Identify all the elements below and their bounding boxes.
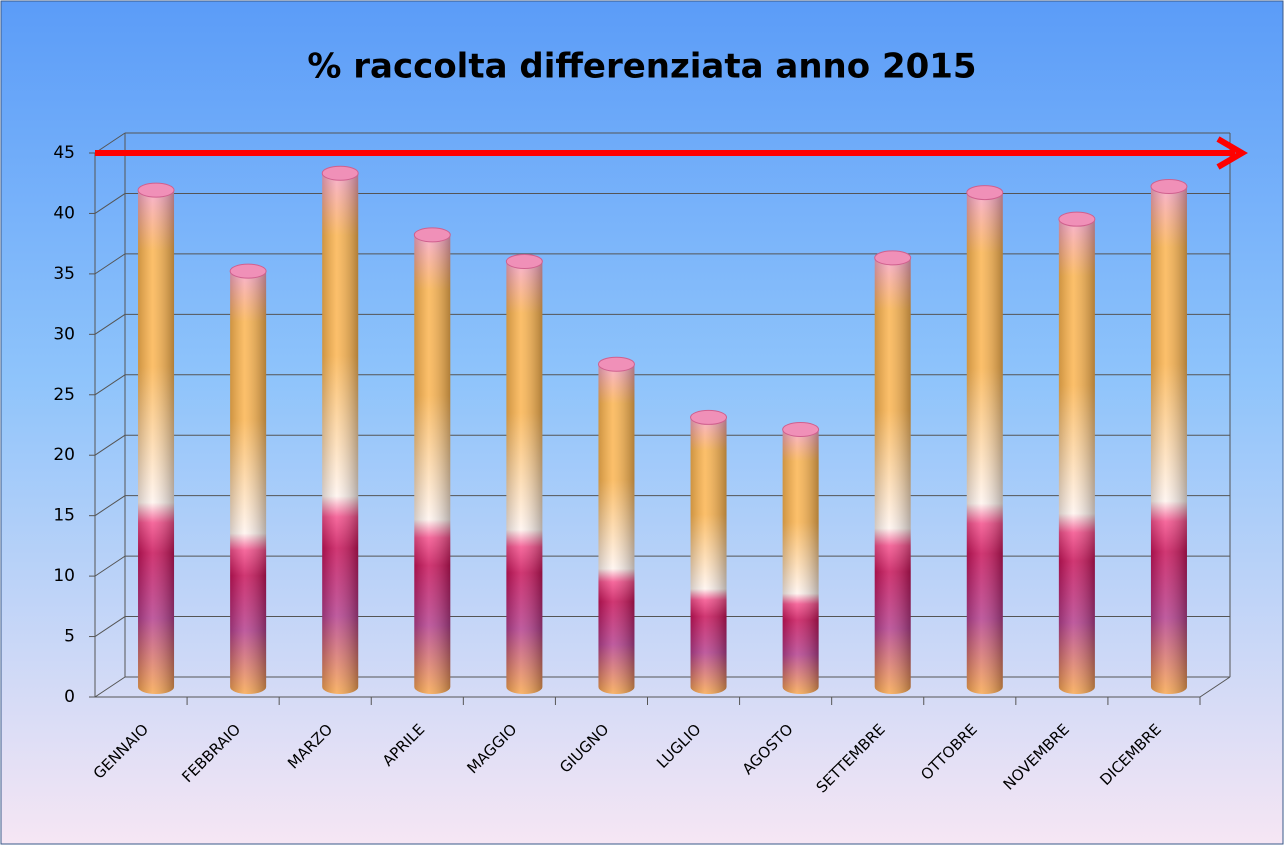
bar-shade xyxy=(138,190,175,694)
grid-line xyxy=(94,495,126,517)
bar xyxy=(137,182,175,694)
y-tick-label: 5 xyxy=(64,627,75,647)
bar-top xyxy=(321,165,359,181)
grid-line xyxy=(94,313,126,335)
bar-top xyxy=(1150,179,1188,195)
grid-line xyxy=(94,434,126,456)
bar-shade xyxy=(1150,186,1187,694)
grid-line xyxy=(94,374,126,396)
floor-edge xyxy=(1199,676,1231,698)
bar-top xyxy=(137,182,175,198)
y-tick-label: 30 xyxy=(53,324,75,344)
grid-line xyxy=(94,253,126,275)
bar-top xyxy=(413,227,451,243)
bar xyxy=(413,227,451,694)
y-tick-label: 35 xyxy=(53,264,75,284)
bar-top xyxy=(874,250,912,266)
bar-top xyxy=(229,263,267,279)
bar-shade xyxy=(322,173,359,694)
y-tick-label: 15 xyxy=(53,506,75,526)
bar-top xyxy=(597,356,635,372)
bar xyxy=(690,409,728,694)
y-tick-label: 25 xyxy=(53,385,75,405)
bar-top xyxy=(690,409,728,425)
y-tick-label: 20 xyxy=(53,445,75,465)
y-tick-label: 10 xyxy=(53,566,75,586)
chart-title: % raccolta differenziata anno 2015 xyxy=(307,47,976,87)
grid-line xyxy=(94,193,126,214)
bar xyxy=(874,250,912,694)
bar xyxy=(597,356,635,694)
bar-shade xyxy=(230,271,267,694)
bar-shade xyxy=(966,192,1003,694)
y-tick-label: 40 xyxy=(53,203,75,223)
y-tick-label: 0 xyxy=(64,687,75,707)
bar-shade xyxy=(598,364,635,694)
bar xyxy=(966,185,1004,694)
bar xyxy=(229,263,267,694)
bar xyxy=(321,165,359,694)
bar-top xyxy=(782,422,820,438)
bar xyxy=(505,253,543,694)
target-arrow-head xyxy=(1216,136,1248,170)
grid-line xyxy=(94,676,126,698)
y-tick-label: 45 xyxy=(53,143,75,163)
grid-line xyxy=(94,555,126,577)
bar-shade xyxy=(1058,219,1095,694)
grid-line xyxy=(94,132,126,154)
bar-shade xyxy=(414,234,451,694)
bar-top xyxy=(505,253,543,269)
bar xyxy=(1058,211,1096,694)
grid-line xyxy=(94,616,126,637)
bar-top xyxy=(1058,211,1096,227)
bar-shade xyxy=(506,261,543,694)
bar-shade xyxy=(782,429,819,694)
bar-shade xyxy=(874,257,911,694)
bar-top xyxy=(966,185,1004,201)
bar-shade xyxy=(690,417,727,694)
bar xyxy=(782,422,820,694)
bar xyxy=(1150,179,1188,694)
